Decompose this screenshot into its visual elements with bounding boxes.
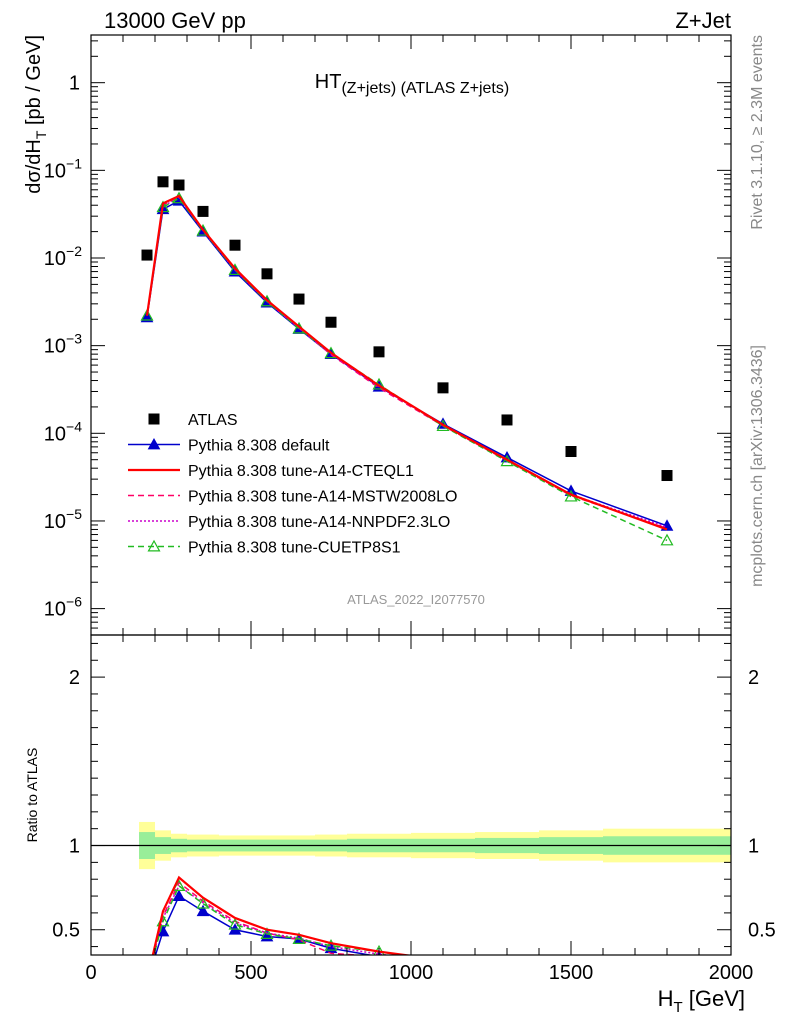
series-line-5 — [146, 197, 668, 542]
ratio-point-5 — [502, 961, 513, 971]
legend-label: Pythia 8.308 tune-A14-CTEQL1 — [188, 463, 414, 480]
ratio-point-5 — [662, 976, 673, 986]
data-point — [501, 414, 513, 426]
data-point — [197, 205, 209, 217]
y-tick-label: 10−3 — [44, 331, 82, 358]
legend-label: ATLAS — [188, 412, 238, 429]
header-left: 13000 GeV pp — [104, 8, 246, 33]
ratio-point-1 — [662, 965, 673, 975]
series-point-5 — [260, 294, 274, 307]
data-point — [173, 179, 185, 191]
side-label-bottom: mcplots.cern.ch [arXiv:1306.3436] — [749, 345, 766, 587]
y-axis-label: dσ/dHT [pb / GeV] — [23, 35, 49, 194]
legend-label: Pythia 8.308 tune-CUETP8S1 — [188, 540, 401, 557]
ratio-point-5 — [260, 927, 274, 939]
ratio-y-axis-label: Ratio to ATLAS — [24, 748, 40, 843]
ratio-line-5 — [153, 884, 406, 955]
ratio-point-1 — [142, 976, 153, 986]
ratio-point-1 — [196, 904, 210, 917]
data-point — [229, 239, 241, 251]
legend-marker — [147, 437, 161, 450]
x-axis-label-sub: T — [673, 999, 682, 1016]
y-tick-label: 10−2 — [44, 243, 82, 270]
ratio-line-4 — [152, 884, 393, 955]
ratio-right-tick-label: 2 — [748, 667, 759, 689]
ratio-point-1 — [502, 958, 513, 968]
watermark: ATLAS_2022_I2077570 — [347, 592, 485, 607]
series-point-5 — [156, 200, 170, 213]
y-axis-label-sub: T — [33, 130, 49, 139]
data-point — [373, 346, 385, 358]
data-point — [325, 316, 337, 328]
legend-label: Pythia 8.308 default — [188, 438, 330, 455]
ratio-uncertainty-bands — [91, 821, 731, 870]
header-right: Z+Jet — [675, 8, 731, 33]
ratio-line-2 — [151, 875, 414, 955]
y-tick-label: 1 — [69, 73, 80, 95]
ratio-right-tick-label: 1 — [748, 836, 759, 858]
ratio-point-5 — [292, 932, 306, 945]
series-point-5 — [140, 308, 154, 321]
x-tick-label: 0 — [85, 962, 96, 984]
legend-marker — [147, 539, 161, 552]
main-series-layer — [140, 176, 674, 546]
main-title: HT(Z+jets) (ATLAS Z+jets) — [315, 71, 509, 97]
ratio-right-tick-label: 0.5 — [748, 920, 776, 942]
x-tick-label: 1000 — [389, 962, 434, 984]
series-line-2 — [145, 194, 668, 531]
x-axis-label: HT [GeV] — [658, 986, 745, 1016]
data-point — [437, 382, 449, 394]
axis-ticks: 0 500 1000 1500 2000 10−6 10−5 10−4 10−3 10−2 10−1… — [44, 35, 776, 984]
ratio-line-3 — [152, 881, 366, 955]
main-title-main: HT — [315, 71, 342, 93]
ratio-point-1 — [438, 956, 449, 966]
ratio-series-layer — [142, 875, 673, 986]
data-point — [261, 268, 273, 280]
series-point-5 — [228, 263, 242, 275]
ratio-point-5 — [142, 975, 153, 985]
ratio-frame — [90, 634, 732, 956]
x-axis-label-unit: [GeV] — [683, 986, 745, 1011]
series-point-1 — [140, 310, 154, 323]
series-point-5 — [660, 533, 674, 546]
data-point — [565, 446, 577, 458]
legend-label: Pythia 8.308 tune-A14-NNPDF2.3LO — [188, 514, 450, 531]
y-tick-label: 10−4 — [44, 418, 82, 445]
legend-label: Pythia 8.308 tune-A14-MSTW2008LO — [188, 489, 457, 506]
x-tick-label: 2000 — [709, 962, 754, 984]
data-point — [661, 470, 673, 482]
x-tick-label: 500 — [234, 962, 267, 984]
ratio-point-5 — [196, 896, 210, 909]
legend-marker — [148, 413, 160, 425]
y-tick-label: 10−5 — [44, 506, 82, 533]
ratio-point-5 — [438, 956, 449, 966]
ratio-point-1 — [172, 889, 186, 901]
main-frame — [90, 34, 732, 636]
data-point — [157, 176, 169, 188]
series-point-5 — [196, 223, 210, 236]
ratio-point-5 — [228, 917, 242, 930]
ratio-y-tick-label: 2 — [69, 667, 80, 689]
y-axis-label-main: dσ/dH — [23, 139, 45, 194]
main-title-sub: (Z+jets) (ATLAS Z+jets) — [341, 80, 509, 97]
ratio-y-tick-label: 1 — [69, 836, 80, 858]
y-tick-label: 10−1 — [44, 155, 82, 182]
legend: ATLAS Pythia 8.308 default Pythia 8.308 tu… — [128, 412, 457, 557]
ratio-point-5 — [324, 939, 338, 951]
y-axis-label-unit: [pb / GeV] — [23, 35, 45, 131]
ratio-y-tick-label: 0.5 — [52, 920, 80, 942]
data-point — [141, 249, 153, 261]
series-point-5 — [324, 346, 338, 359]
data-point — [293, 293, 305, 305]
y-tick-label: 10−6 — [44, 594, 82, 621]
side-label-top: Rivet 3.1.10, ≥ 2.3M events — [749, 35, 766, 230]
x-tick-label: 1500 — [549, 962, 594, 984]
x-axis-label-main: H — [658, 986, 674, 1011]
